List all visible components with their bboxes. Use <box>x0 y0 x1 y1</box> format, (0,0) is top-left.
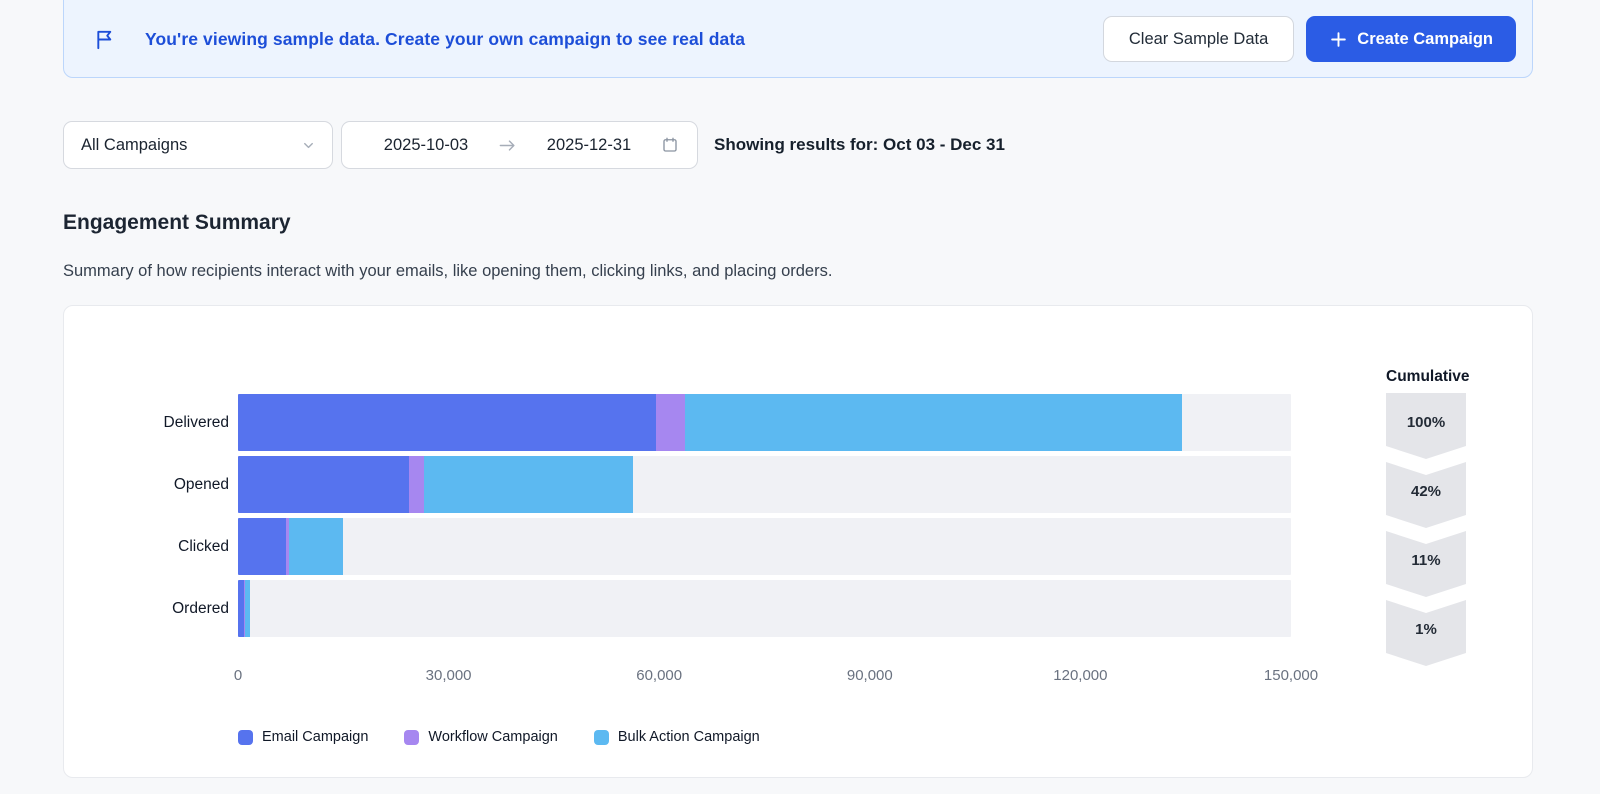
bar-segment[interactable] <box>289 518 344 575</box>
arrow-right-icon <box>498 138 517 153</box>
x-tick-label: 150,000 <box>1263 667 1319 684</box>
create-campaign-button[interactable]: Create Campaign <box>1306 16 1516 62</box>
flag-icon <box>94 28 117 51</box>
legend-label: Bulk Action Campaign <box>617 729 760 745</box>
cumulative-header: Cumulative <box>1386 368 1470 385</box>
plus-icon <box>1329 30 1348 49</box>
category-label: Delivered <box>163 413 229 431</box>
chevron-down-icon <box>301 138 316 153</box>
bar-track <box>238 518 1291 575</box>
cumulative-badges: 100% 42% 11% 1% <box>1386 393 1466 666</box>
chart-row: Opened <box>104 456 1291 513</box>
x-tick-label: 30,000 <box>425 667 472 684</box>
chart-rows: Delivered Opened Clicked Ordered <box>104 394 1291 637</box>
legend-swatch <box>238 729 253 745</box>
create-campaign-label: Create Campaign <box>1357 29 1493 48</box>
legend-label: Workflow Campaign <box>428 729 558 745</box>
x-axis: 0 30,000 60,000 90,000 120,000 150,000 <box>234 667 1318 687</box>
calendar-icon <box>661 136 679 154</box>
sample-data-banner: You're viewing sample data. Create your … <box>63 0 1533 78</box>
legend-item[interactable]: Bulk Action Campaign <box>593 729 760 745</box>
legend-swatch <box>404 729 420 745</box>
cumulative-badge: 11% <box>1386 531 1466 597</box>
clear-sample-data-button[interactable]: Clear Sample Data <box>1102 16 1295 62</box>
results-range-label: Showing results for: Oct 03 - Dec 31 <box>714 135 1005 154</box>
legend-swatch <box>593 729 609 745</box>
section-title: Engagement Summary <box>63 211 291 234</box>
bar-track <box>238 456 1291 513</box>
x-tick-label: 120,000 <box>1053 667 1108 684</box>
chart-row: Ordered <box>104 580 1291 637</box>
bar-segment[interactable] <box>424 456 634 513</box>
date-end-value: 2025-12-31 <box>546 135 632 154</box>
legend-label: Email Campaign <box>262 729 369 745</box>
date-start-value: 2025-10-03 <box>383 135 469 154</box>
x-tick-label: 0 <box>233 667 243 684</box>
engagement-chart-card: Delivered Opened Clicked Ordered 0 30,000 60,… <box>63 305 1533 778</box>
banner-message: You're viewing sample data. Create your … <box>145 28 746 49</box>
engagement-chart: Delivered Opened Clicked Ordered 0 30,000 60,… <box>104 394 1318 745</box>
bar-segment[interactable] <box>238 518 286 575</box>
bar-segment[interactable] <box>685 394 1183 451</box>
banner-actions: Clear Sample Data Create Campaign <box>1102 16 1516 62</box>
campaign-select[interactable]: All Campaigns <box>63 121 333 169</box>
legend-item[interactable]: Workflow Campaign <box>404 729 558 745</box>
category-label: Clicked <box>178 537 229 555</box>
bar-segment[interactable] <box>408 456 425 513</box>
bar-segment[interactable] <box>238 394 656 451</box>
bar-track <box>238 580 1291 637</box>
chart-row: Delivered <box>104 394 1291 451</box>
cumulative-column: Cumulative 100% 42% 11% 1% <box>1386 368 1470 669</box>
legend-item[interactable]: Email Campaign <box>238 729 368 745</box>
bar-segment[interactable] <box>285 518 290 575</box>
section-description: Summary of how recipients interact with … <box>63 262 833 280</box>
category-label: Opened <box>173 475 229 493</box>
cumulative-badge: 1% <box>1386 600 1466 666</box>
date-range-picker[interactable]: 2025-10-03 2025-12-31 <box>341 121 698 169</box>
bar-segment[interactable] <box>244 580 251 637</box>
chart-legend: Email Campaign Workflow Campaign Bulk Acti… <box>238 729 1291 745</box>
cumulative-badge: 42% <box>1386 462 1466 528</box>
bar-segment[interactable] <box>655 394 686 451</box>
campaign-select-value: All Campaigns <box>81 135 188 154</box>
filter-bar: All Campaigns 2025-10-03 2025-12-31 <box>63 121 1533 169</box>
chart-row: Clicked <box>104 518 1291 575</box>
category-label: Ordered <box>172 599 229 617</box>
bar-track <box>238 394 1291 451</box>
x-tick-label: 90,000 <box>846 667 893 684</box>
bar-segment[interactable] <box>243 580 245 637</box>
banner-message-group: You're viewing sample data. Create your … <box>94 28 745 51</box>
bar-segment[interactable] <box>238 456 409 513</box>
x-tick-label: 60,000 <box>636 667 683 684</box>
cumulative-badge: 100% <box>1386 393 1466 459</box>
bar-segment[interactable] <box>238 580 244 637</box>
